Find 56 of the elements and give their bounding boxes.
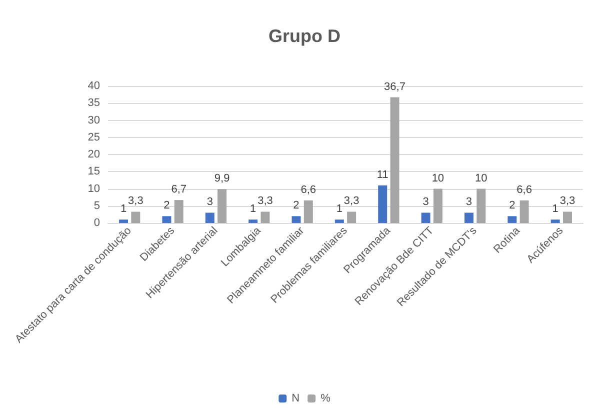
bar: [421, 212, 430, 223]
data-label: 2: [164, 200, 170, 212]
bar: [162, 216, 172, 223]
bar: [433, 188, 442, 223]
data-label: 1: [336, 203, 342, 216]
data-label: 3: [422, 196, 429, 208]
bar: [304, 200, 313, 223]
y-tick-label: 35: [88, 97, 100, 110]
data-label: 3,3: [560, 195, 576, 208]
y-tick-label: 20: [88, 148, 100, 160]
bar: [174, 200, 184, 223]
data-label: 3,3: [258, 195, 273, 208]
data-label: 9,9: [214, 172, 230, 185]
legend-label: N: [292, 392, 300, 404]
y-tick-label: 10: [88, 182, 100, 195]
bar: [476, 188, 486, 223]
y-tick-label: 0: [94, 217, 100, 229]
y-tick-label: 5: [94, 200, 100, 212]
bar: [347, 212, 356, 223]
bar: [260, 212, 270, 223]
data-label: 2: [509, 200, 516, 212]
data-label: 3: [466, 196, 472, 208]
data-label: 6,7: [171, 184, 186, 196]
data-label: 3,3: [344, 195, 360, 208]
bar: [205, 212, 214, 223]
chart-title: Grupo D: [268, 26, 340, 46]
bar: [562, 212, 572, 223]
data-label: 1: [120, 203, 127, 216]
data-label: 11: [376, 168, 388, 181]
data-label: 10: [432, 172, 444, 184]
bar: [520, 200, 529, 223]
bar: [119, 220, 128, 223]
data-label: 1: [250, 203, 256, 216]
data-label: 3,3: [128, 195, 144, 208]
data-label: 1: [552, 203, 558, 216]
bar: [131, 212, 140, 223]
data-label: 36,7: [384, 80, 406, 93]
bar: [292, 216, 301, 223]
bar: [390, 97, 400, 223]
legend-label: %: [320, 392, 331, 404]
data-label: 10: [474, 172, 488, 184]
y-tick-label: 25: [88, 131, 100, 144]
data-label: 6,6: [516, 184, 532, 196]
bar: [248, 220, 258, 223]
bar: [218, 189, 227, 223]
bar: [508, 216, 517, 223]
bar: [550, 220, 560, 223]
y-tick-label: 15: [88, 166, 100, 178]
data-label: 6,6: [300, 184, 316, 196]
bar: [464, 212, 474, 223]
bar: [334, 220, 344, 223]
data-label: 3: [206, 196, 213, 208]
y-tick-label: 40: [88, 80, 100, 92]
data-label: 2: [293, 200, 300, 212]
bar: [378, 185, 388, 223]
y-tick-label: 30: [88, 114, 100, 126]
